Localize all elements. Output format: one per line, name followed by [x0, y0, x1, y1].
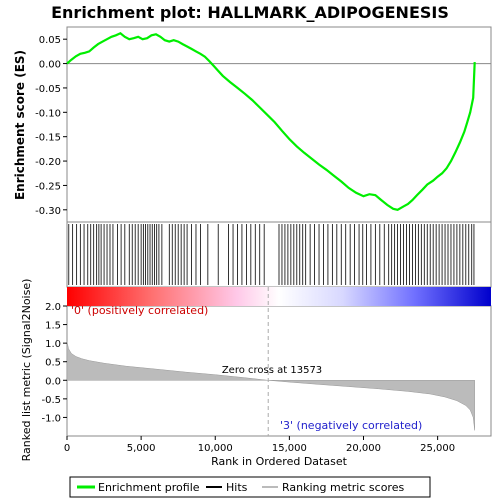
es-y-tick-label: -0.15 [35, 133, 61, 144]
x-tick-label: 10,000 [198, 443, 233, 454]
es-y-tick-label: -0.05 [35, 84, 61, 95]
hits-layer [68, 224, 475, 285]
positive-correlation-label: '0' (positively correlated) [71, 304, 208, 317]
x-tick-label: 15,000 [272, 443, 307, 454]
negative-correlation-label: '3' (negatively correlated) [280, 419, 422, 432]
x-tick-label: 20,000 [346, 443, 381, 454]
x-axis-title: Rank in Ordered Dataset [211, 455, 348, 468]
metric-y-tick-label: -1.0 [41, 413, 61, 424]
rank-gradient-bar [67, 287, 491, 306]
es-y-tick-label: 0.00 [39, 60, 61, 71]
es-y-tick-label: -0.25 [35, 181, 61, 192]
x-tick-label: 5,000 [127, 443, 156, 454]
x-ticks: 0 5,000 10,000 15,000 20,000 25,000 [64, 436, 455, 454]
es-y-tick-label: 0.05 [39, 35, 61, 46]
legend-label-hits: Hits [226, 481, 248, 494]
es-panel-frame [66, 26, 492, 223]
legend-label-ranking-metric: Ranking metric scores [282, 481, 404, 494]
es-line-layer [66, 32, 476, 211]
enrichment-profile-line [66, 32, 476, 211]
legend: Enrichment profile Hits Ranking metric s… [69, 476, 431, 498]
chart-title: Enrichment plot: HALLMARK_ADIPOGENESIS [51, 3, 449, 22]
metric-layer [66, 287, 475, 436]
metric-y-tick-label: -0.5 [41, 395, 61, 406]
metric-y-tick-label: 2.0 [45, 302, 61, 313]
x-tick-label: 25,000 [420, 443, 455, 454]
es-y-tick-label: -0.20 [35, 157, 61, 168]
metric-y-tick-label: 1.0 [45, 339, 61, 350]
zero-cross-label: Zero cross at 13573 [222, 365, 322, 376]
metric-y-tick-label: 0.5 [45, 358, 61, 369]
legend-box [69, 476, 431, 498]
gradient-bar-layer [67, 287, 491, 306]
es-y-axis-title: Enrichment score (ES) [13, 50, 27, 200]
es-y-ticks: -0.30 -0.25 -0.20 -0.15 -0.10 -0.05 0.00 0.05 [35, 35, 67, 217]
legend-label-enrichment-profile: Enrichment profile [98, 481, 200, 494]
es-y-tick-label: -0.10 [35, 108, 61, 119]
ranking-metric-area [66, 341, 475, 431]
metric-y-axis-title: Ranked list metric (Signal2Noise) [20, 279, 33, 462]
metric-y-ticks: -1.0 -0.5 0.0 0.5 1.0 1.5 2.0 [41, 302, 67, 424]
metric-y-tick-label: 1.5 [45, 321, 61, 332]
es-y-tick-label: -0.30 [35, 206, 61, 217]
metric-y-tick-label: 0.0 [45, 376, 61, 387]
x-tick-label: 0 [64, 443, 70, 454]
